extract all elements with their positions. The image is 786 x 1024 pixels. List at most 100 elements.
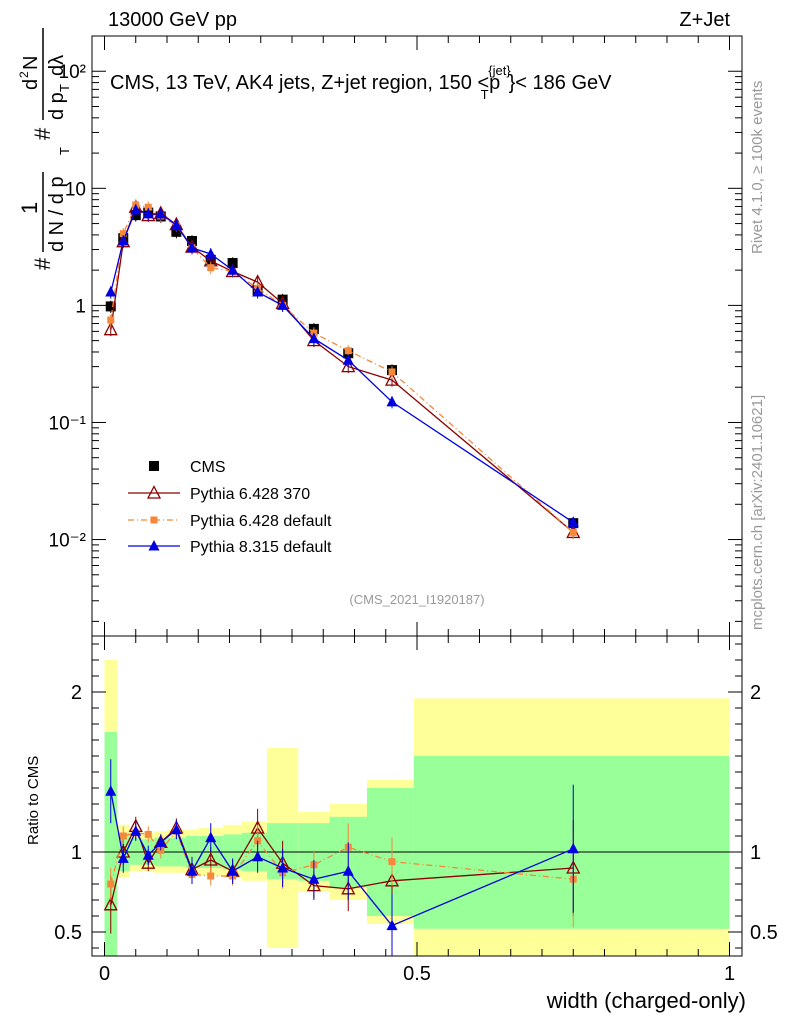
p6_default-point — [119, 230, 127, 238]
p8-ratio-point — [308, 873, 320, 884]
p8-point — [342, 354, 354, 365]
ratio-y-tick-label-right: 2 — [750, 682, 761, 704]
p8-point — [227, 264, 239, 275]
legend-label: CMS — [190, 459, 226, 476]
ratio-x-tick-label: 1 — [724, 963, 735, 985]
y-label-denominator-2: d p — [46, 92, 68, 120]
rivet-version-label: Rivet 4.1.0, ≥ 100k events — [749, 81, 766, 254]
legend-marker — [149, 461, 159, 471]
upper-series-layer — [103, 199, 581, 539]
p8-point — [130, 203, 142, 215]
series-p8 — [105, 203, 579, 529]
plot-title-tail: }< 186 GeV — [509, 72, 613, 94]
p6_370-ratio-point — [141, 855, 156, 869]
p8-point — [105, 286, 117, 297]
p8-point — [117, 234, 129, 246]
p6_default-ratio-point — [388, 858, 396, 866]
legend-label: Pythia 6.428 default — [190, 513, 332, 530]
y-label-hash-1: # — [30, 257, 55, 270]
p8-ratio-point — [186, 865, 198, 876]
ratio-y-tick-label-right: 1 — [750, 842, 761, 864]
ratio-y-axis-label: Ratio to CMS — [25, 756, 42, 845]
p8-point — [205, 247, 217, 259]
legend-item-p8: Pythia 8.315 default — [128, 539, 332, 556]
ratio-uncertainty-bands — [104, 660, 730, 956]
legend-marker — [146, 485, 162, 499]
y-label-denominator-2-sub: T — [57, 84, 72, 92]
y-label-numerator-d: d — [20, 79, 42, 90]
ratio-x-tick-label: 0 — [99, 963, 110, 985]
p6_default-ratio-point — [207, 872, 215, 880]
p8-ratio-point — [105, 785, 117, 796]
cms-point — [227, 258, 238, 269]
p6_370-point — [384, 372, 400, 386]
plot-title: CMS, 13 TeV, AK4 jets, Z+jet region, 150… — [110, 63, 612, 102]
p8-point — [386, 395, 398, 407]
p8-line — [110, 208, 574, 523]
x-axis-label: width (charged-only) — [546, 988, 746, 1013]
legend-item-p6_default: Pythia 6.428 default — [128, 513, 332, 530]
p8-point — [252, 286, 264, 297]
y-label-denominator-2-lambda: dλ — [46, 55, 68, 76]
energy-label: 13000 GeV pp — [108, 9, 237, 31]
plot-title-superscript: {jet} — [488, 63, 511, 78]
inner-band — [104, 732, 117, 956]
p6_default-ratio-point — [119, 832, 127, 840]
legend-label: Pythia 8.315 default — [190, 539, 332, 556]
p6_370-ratio-point — [384, 872, 400, 887]
series-p6_default — [107, 199, 577, 539]
y-label-hash-2: # — [30, 127, 55, 140]
p8-ratio-point — [170, 823, 182, 835]
legend-item-cms: CMS — [149, 459, 226, 476]
legend: CMS Pythia 6.428 370 Pythia 6.428 default P… — [128, 459, 332, 556]
legend-label: Pythia 6.428 370 — [190, 486, 310, 503]
p6_default-point — [107, 316, 115, 324]
upper-y-tick-label: 10 — [65, 179, 86, 200]
upper-y-ticks: 10⁻² 10⁻¹ 1 10 10² — [49, 35, 742, 636]
p8-point — [155, 207, 167, 219]
analysis-id: (CMS_2021_I1920187) — [349, 592, 484, 607]
p6_370-ratio-point — [203, 852, 218, 866]
upper-y-tick-label: 1 — [75, 296, 86, 317]
plot-title-subscript: T — [481, 87, 489, 102]
series-cms — [105, 206, 579, 530]
p8-ratio-point — [227, 865, 239, 876]
ratio-y-tick-label-left: 1 — [71, 842, 82, 864]
upper-y-tick-label: 10² — [59, 62, 86, 83]
process-label: Z+Jet — [679, 9, 730, 31]
p6_default-ratio-point — [144, 830, 152, 838]
p8-point — [567, 516, 579, 527]
p8-ratio-point — [130, 825, 142, 836]
upper-y-axis-label: # 1 d N / d p T # d 2 N d p T dλ — [17, 28, 72, 270]
p8-ratio-point — [205, 831, 217, 843]
y-label-numerator-n: N — [20, 56, 42, 70]
ratio-ticks: 0 0.5 1 0.5 0.5 1 1 2 2 — [54, 636, 778, 985]
legend-marker — [150, 516, 158, 524]
p6_default-point — [344, 347, 352, 355]
ratio-series-p8 — [105, 759, 579, 956]
p6_370-point — [103, 321, 118, 336]
ratio-x-tick-label: 0.5 — [403, 963, 431, 985]
p8-point — [186, 241, 198, 253]
p6_default-point — [144, 203, 152, 211]
p6_370-ratio-point — [103, 896, 118, 911]
mcplots-label: mcplots.cern.ch [arXiv:2401.10621] — [749, 395, 766, 630]
legend-marker — [148, 540, 160, 551]
p8-ratio-point — [277, 862, 289, 873]
series-p6_370 — [103, 199, 581, 539]
p8-point — [142, 207, 154, 219]
p8-point — [170, 219, 182, 230]
p8-ratio-point — [142, 849, 154, 860]
ratio-y-tick-label-right: 0.5 — [750, 922, 778, 944]
ratio-y-tick-label-left: 0.5 — [54, 922, 82, 944]
p8-ratio-point — [155, 836, 167, 847]
p8-point — [308, 332, 320, 344]
legend-item-p6_370: Pythia 6.428 370 — [128, 485, 310, 503]
p6_370-point — [341, 358, 356, 373]
y-label-numerator-exponent: 2 — [17, 71, 31, 78]
p8-ratio-point — [252, 850, 264, 862]
p8-ratio-point — [117, 852, 129, 863]
p8-point — [277, 299, 289, 310]
y-label-denominator-sub: T — [57, 147, 72, 155]
